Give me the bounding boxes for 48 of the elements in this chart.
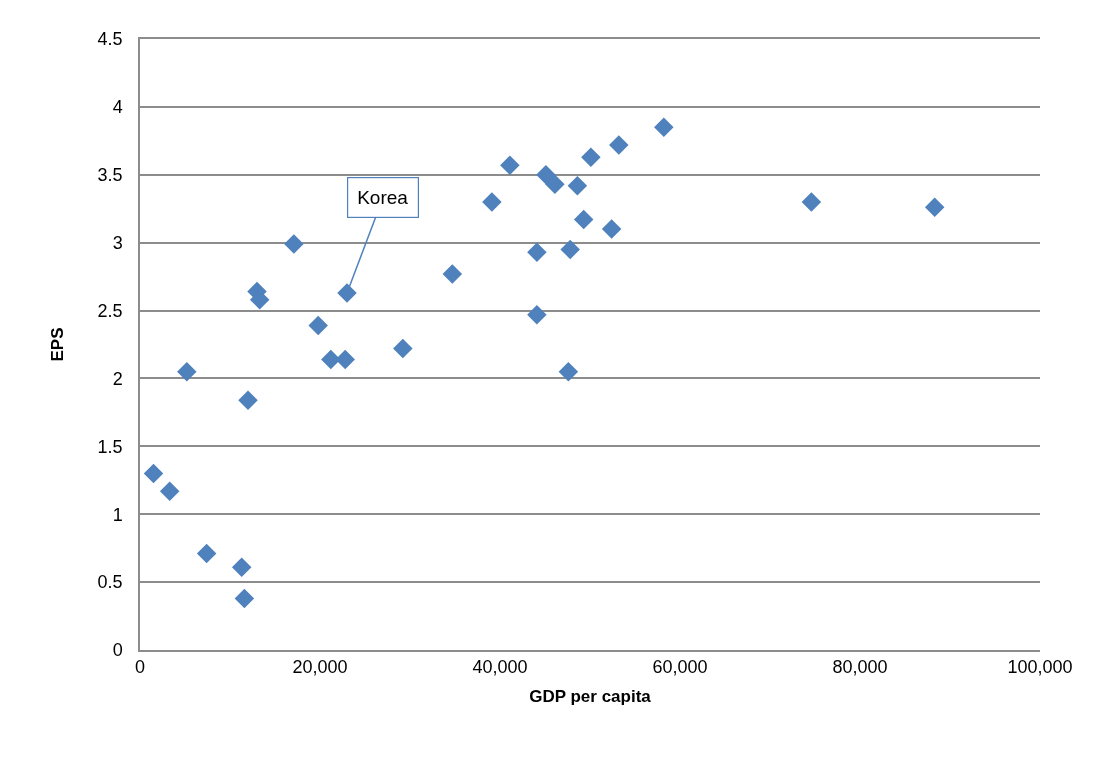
point bbox=[238, 390, 258, 410]
point bbox=[567, 175, 588, 196]
y-tick-label: 4.5 bbox=[97, 29, 123, 50]
point bbox=[284, 234, 304, 254]
point bbox=[545, 174, 565, 195]
x-tick-label: 80,000 bbox=[832, 657, 888, 678]
point bbox=[581, 147, 601, 167]
point bbox=[231, 557, 252, 577]
point bbox=[234, 588, 255, 609]
point bbox=[321, 349, 341, 370]
point bbox=[560, 239, 580, 260]
point bbox=[527, 242, 547, 262]
point bbox=[500, 155, 520, 176]
y-tick-label: 3.5 bbox=[97, 165, 123, 186]
point bbox=[924, 197, 945, 218]
point bbox=[335, 349, 355, 370]
y-tick-label: 3 bbox=[112, 232, 123, 253]
point bbox=[527, 304, 547, 325]
x-axis-title: GDP per capita bbox=[529, 687, 652, 707]
y-tick-label: 0 bbox=[112, 640, 123, 661]
y-tick-label: 2 bbox=[112, 368, 123, 389]
point bbox=[177, 361, 197, 382]
x-tick-label: 60,000 bbox=[652, 657, 708, 678]
point bbox=[159, 481, 180, 501]
point bbox=[609, 135, 629, 155]
x-tick-label: 20,000 bbox=[292, 657, 348, 678]
y-tick-label: 4 bbox=[112, 97, 123, 118]
y-tick-label: 0.5 bbox=[97, 572, 123, 593]
point bbox=[442, 264, 463, 284]
point bbox=[654, 117, 674, 138]
y-tick-label: 1.5 bbox=[97, 436, 123, 457]
y-axis-title: EPS bbox=[47, 327, 67, 362]
point bbox=[308, 315, 328, 336]
x-tick-label: 0 bbox=[134, 657, 146, 678]
point bbox=[573, 209, 594, 230]
point bbox=[482, 192, 502, 212]
point bbox=[558, 361, 579, 382]
x-tick-label: 40,000 bbox=[472, 657, 528, 678]
point bbox=[393, 338, 413, 359]
point bbox=[601, 219, 622, 239]
point bbox=[536, 165, 556, 185]
y-tick-label: 2.5 bbox=[97, 300, 123, 321]
annotation: Korea bbox=[357, 187, 409, 209]
x-tick-label: 100,000 bbox=[1007, 657, 1073, 678]
point bbox=[196, 543, 217, 564]
point bbox=[143, 463, 164, 484]
y-tick-label: 1 bbox=[112, 504, 123, 525]
point bbox=[801, 192, 822, 212]
